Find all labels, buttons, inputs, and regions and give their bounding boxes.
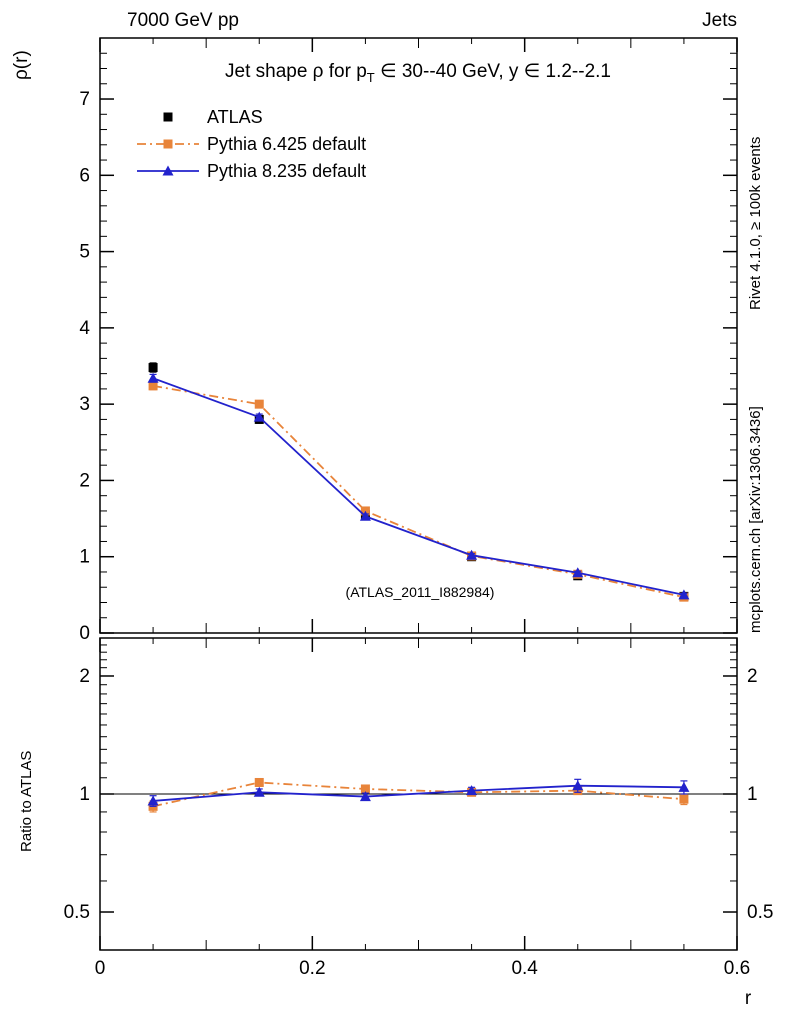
data-point-marker [253, 411, 265, 422]
svg-text:0: 0 [95, 958, 106, 979]
svg-text:0.5: 0.5 [64, 902, 90, 923]
main-panel-frame [99, 37, 738, 634]
data-point-marker [163, 112, 173, 122]
data-point-marker [359, 510, 371, 521]
data-point-marker [572, 780, 584, 791]
legend-label: ATLAS [207, 107, 263, 127]
svg-text:1: 1 [79, 784, 90, 805]
x-tick-labels: 0 0.2 0.4 0.6 0 1 2 3 4 5 6 7 0.5 0.5 1 1 2 2 [64, 89, 774, 979]
data-point-marker [360, 784, 370, 794]
svg-text:0.6: 0.6 [724, 958, 750, 979]
svg-text:0: 0 [79, 623, 90, 644]
data-point-marker [678, 781, 690, 792]
data-point-marker [162, 165, 174, 176]
svg-text:1: 1 [79, 547, 90, 568]
ratio-series-pythia-8-235-default [147, 778, 690, 807]
plot-geometry: 0 0.2 0.4 0.6 0 1 2 3 4 5 6 7 0.5 0.5 1 1 2 2 ATLAS Pythia … [64, 37, 774, 979]
data-point-marker [678, 589, 690, 600]
series-pythia-6-425-default [148, 381, 689, 602]
svg-text:6: 6 [79, 165, 90, 186]
x-axis-label: r [745, 988, 752, 1009]
data-point-marker [254, 399, 264, 409]
svg-text:2: 2 [79, 470, 90, 491]
svg-text:0.4: 0.4 [511, 958, 538, 979]
data-point-marker [466, 549, 478, 560]
legend-item-pythia-6-425-default: Pythia 6.425 default [137, 134, 366, 154]
plot-text-layer: 7000 GeV pp Jets Jet shape ρ for pT ∈ 30… [11, 10, 764, 1009]
data-point-marker [572, 567, 584, 578]
data-point-marker [466, 785, 478, 796]
legend-item-pythia-8-235-default: Pythia 8.235 default [137, 161, 366, 181]
beam-energy-label: 7000 GeV pp [127, 10, 239, 31]
mcplots-reference-label: mcplots.cern.ch [arXiv:1306.3436] [747, 406, 764, 633]
svg-text:7: 7 [79, 89, 90, 110]
data-point-marker [147, 795, 159, 806]
data-point-marker [148, 381, 158, 391]
plot-title: Jet shape ρ for pT ∈ 30--40 GeV, y ∈ 1.2… [225, 61, 611, 85]
process-label: Jets [702, 10, 737, 31]
data-point-marker [359, 791, 371, 802]
data-point-marker [147, 372, 159, 383]
rivet-version-label: Rivet 4.1.0, ≥ 100k events [747, 137, 764, 310]
svg-text:4: 4 [79, 318, 90, 339]
svg-text:2: 2 [747, 666, 758, 687]
data-point-marker [254, 777, 264, 787]
svg-text:0.5: 0.5 [747, 902, 773, 923]
plot-title-post: ∈ 30--40 GeV, y ∈ 1.2--2.1 [375, 61, 611, 82]
series-pythia-8-235-default [147, 372, 690, 600]
data-point-marker [679, 794, 689, 804]
data-point-marker [148, 363, 158, 373]
legend-item-atlas: ATLAS [163, 107, 263, 127]
data-point-marker [253, 786, 265, 797]
plot-title-pre: Jet shape ρ for p [225, 61, 367, 82]
data-point-marker [163, 139, 173, 149]
svg-text:3: 3 [79, 394, 90, 415]
plot-title-sub: T [367, 70, 375, 85]
svg-text:5: 5 [79, 242, 90, 263]
svg-text:0.2: 0.2 [299, 958, 325, 979]
svg-text:2: 2 [79, 666, 90, 687]
axis-ticks [99, 37, 738, 951]
analysis-watermark: (ATLAS_2011_I882984) [346, 584, 495, 600]
legend: ATLAS Pythia 6.425 default Pythia 8.235 de… [137, 107, 366, 181]
legend-label: Pythia 6.425 default [207, 134, 366, 154]
svg-text:1: 1 [747, 784, 758, 805]
legend-label: Pythia 8.235 default [207, 161, 366, 181]
ratio-y-axis-label: Ratio to ATLAS [18, 751, 35, 852]
y-axis-label: ρ(r) [11, 50, 32, 80]
